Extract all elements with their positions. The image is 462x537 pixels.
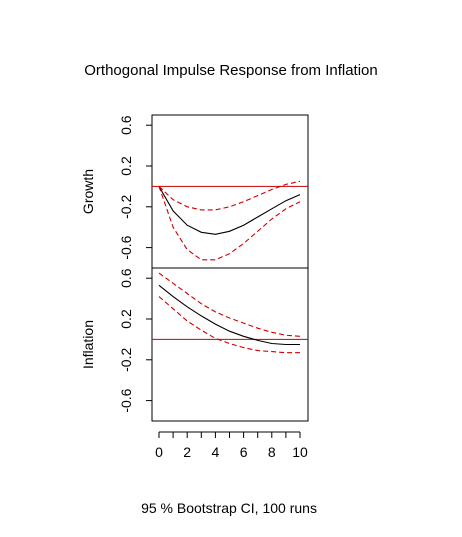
x-tick-label: 0: [155, 444, 163, 460]
chart-title: Orthogonal Impulse Response from Inflati…: [84, 62, 378, 79]
series-upper-line: [158, 272, 301, 337]
y-tick-label: -0.2: [118, 195, 134, 219]
series-response-line: [158, 186, 301, 235]
x-tick-label: 6: [240, 444, 248, 460]
y-tick-label: -0.2: [118, 348, 134, 372]
series-lower-line: [158, 186, 301, 261]
panel-frame: [151, 114, 309, 269]
panel-ylabel: Inflation: [80, 320, 96, 369]
panel-growth: -0.6 -0.2 0.2 0.6 Growth: [80, 114, 309, 269]
x-axis: 0 2 4 6 8 10: [155, 431, 308, 460]
y-tick-label: -0.6: [118, 235, 134, 259]
x-tick-label: 8: [268, 444, 276, 460]
y-tick-label: -0.6: [118, 388, 134, 412]
series-response-line: [158, 284, 300, 346]
x-tick-label: 4: [212, 444, 220, 460]
y-tick-label: 0.6: [118, 268, 134, 288]
y-tick-label: 0.6: [118, 115, 134, 135]
x-axis-label: 95 % Bootstrap CI, 100 runs: [141, 500, 317, 516]
panel-ylabel: Growth: [80, 169, 96, 214]
y-tick-label: 0.2: [118, 156, 134, 176]
x-tick-label: 10: [292, 444, 308, 460]
series-upper-line: [158, 180, 301, 211]
panels-layer: -0.6 -0.2 0.2 0.6 Growth -0.6 -0.2 0.2 0.6 Inflat…: [80, 114, 309, 422]
panel-inflation: -0.6 -0.2 0.2 0.6 Inflation: [80, 267, 309, 422]
y-tick-label: 0.2: [118, 309, 134, 329]
x-tick-label: 2: [183, 444, 191, 460]
panel-frame: [151, 267, 309, 422]
